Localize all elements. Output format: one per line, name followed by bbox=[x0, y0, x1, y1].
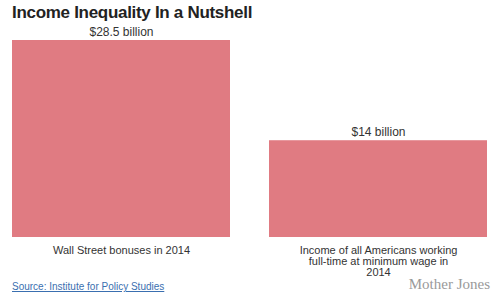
html-text:Income Inequality In a Nutshel: Income Inequality In a Nutshell bbox=[12, 3, 253, 22]
svg-text:$28.5 billion: $28.5 billion bbox=[89, 25, 153, 39]
html-text:Source: Institute for Policy S: Source: Institute for Policy Studies bbox=[12, 281, 165, 292]
svg-text:$14 billion: $14 billion bbox=[351, 125, 405, 139]
html-text:Mother Jones: Mother Jones bbox=[408, 276, 490, 292]
svg-text:Income of all Americans workin: Income of all Americans workingfull-time… bbox=[300, 244, 458, 278]
svg-text:Wall Street bonuses in 2014: Wall Street bonuses in 2014 bbox=[53, 244, 190, 256]
